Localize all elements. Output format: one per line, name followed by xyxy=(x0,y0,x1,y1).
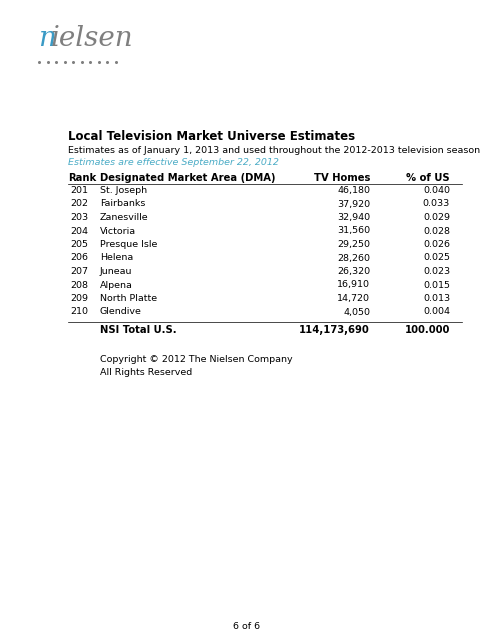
Text: 0.026: 0.026 xyxy=(423,240,450,249)
Text: % of US: % of US xyxy=(406,173,450,183)
Text: 37,920: 37,920 xyxy=(337,200,370,209)
Text: 114,173,690: 114,173,690 xyxy=(299,325,370,335)
Text: Fairbanks: Fairbanks xyxy=(100,200,146,209)
Text: 4,050: 4,050 xyxy=(343,307,370,317)
Text: All Rights Reserved: All Rights Reserved xyxy=(100,368,192,377)
Text: Juneau: Juneau xyxy=(100,267,133,276)
Text: 0.029: 0.029 xyxy=(423,213,450,222)
Text: 100.000: 100.000 xyxy=(404,325,450,335)
Text: 0.013: 0.013 xyxy=(423,294,450,303)
Text: 46,180: 46,180 xyxy=(337,186,370,195)
Text: 28,260: 28,260 xyxy=(337,253,370,262)
Text: 0.028: 0.028 xyxy=(423,227,450,236)
Text: TV Homes: TV Homes xyxy=(314,173,370,183)
Text: 209: 209 xyxy=(70,294,88,303)
Text: 14,720: 14,720 xyxy=(337,294,370,303)
Text: 6 of 6: 6 of 6 xyxy=(234,622,260,631)
Text: 208: 208 xyxy=(70,280,88,289)
Text: Alpena: Alpena xyxy=(100,280,133,289)
Text: St. Joseph: St. Joseph xyxy=(100,186,147,195)
Text: Copyright © 2012 The Nielsen Company: Copyright © 2012 The Nielsen Company xyxy=(100,355,293,364)
Text: 204: 204 xyxy=(70,227,88,236)
Text: 16,910: 16,910 xyxy=(337,280,370,289)
Text: 0.015: 0.015 xyxy=(423,280,450,289)
Text: 26,320: 26,320 xyxy=(337,267,370,276)
Text: 0.023: 0.023 xyxy=(423,267,450,276)
Text: 29,250: 29,250 xyxy=(337,240,370,249)
Text: 210: 210 xyxy=(70,307,88,317)
Text: Glendive: Glendive xyxy=(100,307,142,317)
Text: Estimates as of January 1, 2013 and used throughout the 2012-2013 television sea: Estimates as of January 1, 2013 and used… xyxy=(68,146,480,155)
Text: Estimates are effective September 22, 2012: Estimates are effective September 22, 20… xyxy=(68,158,279,167)
Text: 31,560: 31,560 xyxy=(337,227,370,236)
Text: North Platte: North Platte xyxy=(100,294,157,303)
Text: Designated Market Area (DMA): Designated Market Area (DMA) xyxy=(100,173,276,183)
Text: 205: 205 xyxy=(70,240,88,249)
Text: 202: 202 xyxy=(70,200,88,209)
Text: 32,940: 32,940 xyxy=(337,213,370,222)
Text: 0.004: 0.004 xyxy=(423,307,450,317)
Text: 0.025: 0.025 xyxy=(423,253,450,262)
Text: Zanesville: Zanesville xyxy=(100,213,148,222)
Text: 201: 201 xyxy=(70,186,88,195)
Text: 206: 206 xyxy=(70,253,88,262)
Text: 0.040: 0.040 xyxy=(423,186,450,195)
Text: ielsen: ielsen xyxy=(51,25,134,52)
Text: NSI Total U.S.: NSI Total U.S. xyxy=(100,325,177,335)
Text: Presque Isle: Presque Isle xyxy=(100,240,157,249)
Text: n: n xyxy=(38,25,56,52)
Text: 203: 203 xyxy=(70,213,88,222)
Text: Helena: Helena xyxy=(100,253,133,262)
Text: Victoria: Victoria xyxy=(100,227,136,236)
Text: Rank: Rank xyxy=(68,173,96,183)
Text: 207: 207 xyxy=(70,267,88,276)
Text: Local Television Market Universe Estimates: Local Television Market Universe Estimat… xyxy=(68,130,355,143)
Text: 0.033: 0.033 xyxy=(423,200,450,209)
